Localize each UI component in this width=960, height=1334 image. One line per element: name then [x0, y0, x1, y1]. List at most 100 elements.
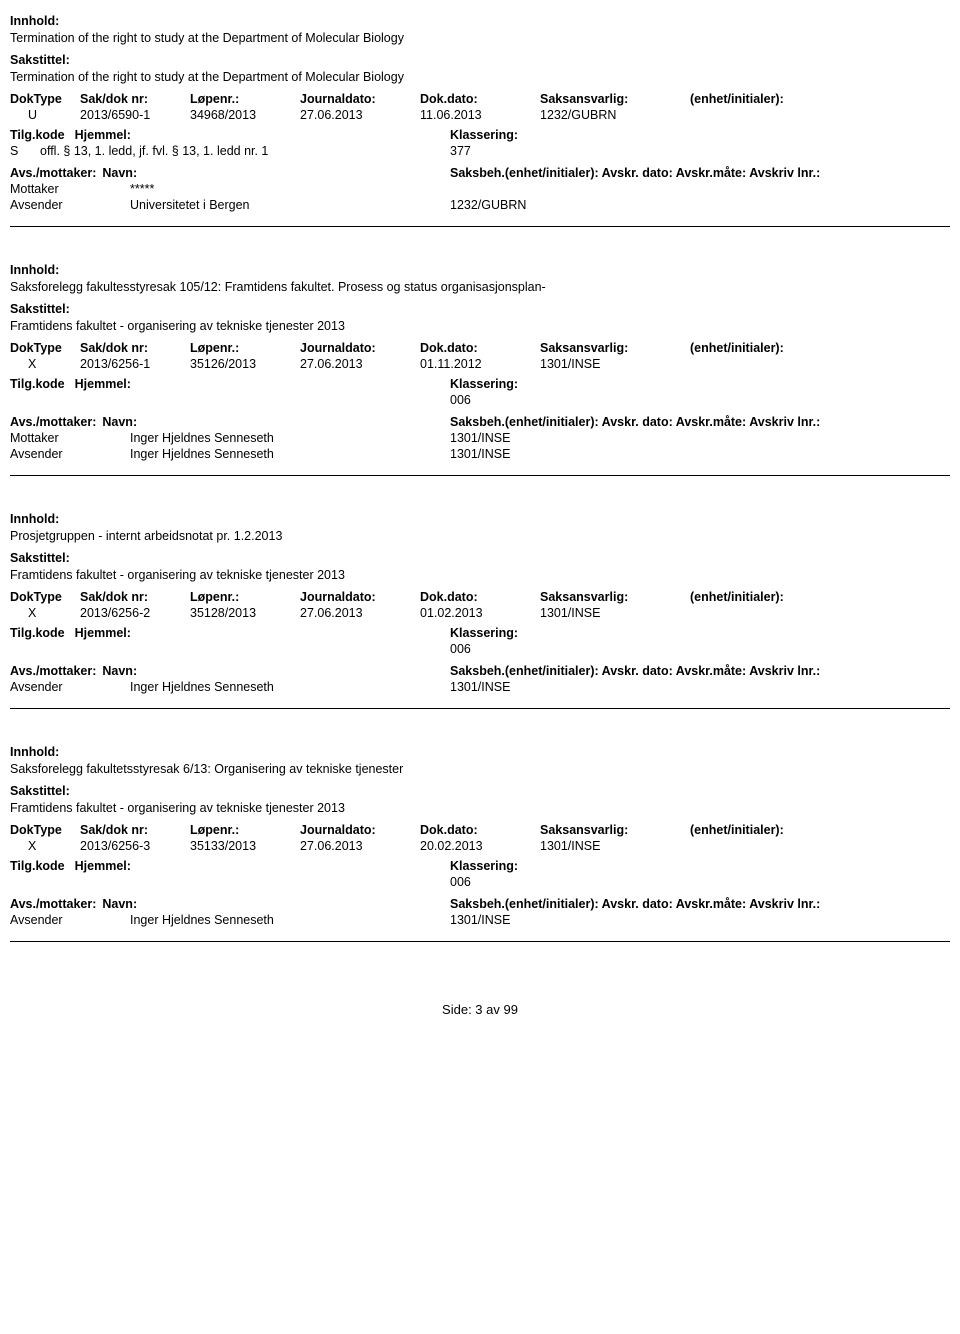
hjemmel-klassering-row: Tilg.kodeHjemmel:Klassering:	[10, 859, 950, 873]
saksbeh-label: Saksbeh.(enhet/initialer):	[450, 664, 602, 678]
val-saksansvarlig: 1301/INSE	[540, 839, 690, 853]
party-role: Avsender	[10, 447, 130, 461]
party-name: Inger Hjeldnes Senneseth	[130, 680, 450, 694]
val-klassering: 377	[450, 144, 471, 158]
klassering-label: Klassering:	[450, 128, 518, 142]
val-lopenr: 35133/2013	[190, 839, 300, 853]
col-lopenr: Løpenr.:	[190, 590, 300, 604]
record-gap	[10, 694, 950, 708]
hjemmel-values-left: Soffl. § 13, 1. ledd, jf. fvl. § 13, 1. …	[10, 144, 450, 158]
klassering-right: Klassering:	[450, 626, 950, 640]
hjemmel-label: Hjemmel:	[75, 377, 131, 391]
party-row: Mottaker*****	[10, 182, 950, 196]
val-dokdato: 20.02.2013	[420, 839, 540, 853]
hjemmel-klassering-values: 006	[10, 642, 950, 656]
hjemmel-klassering-values: 006	[10, 875, 950, 889]
avskrdato-label: Avskr. dato:	[602, 664, 676, 678]
val-saknr: 2013/6256-2	[80, 606, 190, 620]
klassering-label: Klassering:	[450, 626, 518, 640]
val-journaldato: 27.06.2013	[300, 606, 420, 620]
navn-label: Navn:	[102, 897, 137, 911]
journal-record: Innhold:Saksforelegg fakultetsstyresak 6…	[10, 745, 950, 942]
columns-data: X2013/6256-135126/201327.06.201301.11.20…	[10, 357, 950, 371]
klassering-val-right: 377	[450, 144, 950, 158]
avs-mottaker-header: Avs./mottaker:Navn:Saksbeh.(enhet/initia…	[10, 664, 950, 678]
col-saksansvarlig: Saksansvarlig:	[540, 823, 690, 837]
col-dokdato: Dok.dato:	[420, 590, 540, 604]
avskrdato-label: Avskr. dato:	[602, 897, 676, 911]
journal-record: Innhold:Saksforelegg fakultesstyresak 10…	[10, 263, 950, 502]
party-role: Mottaker	[10, 431, 130, 445]
hjemmel-klassering-values: Soffl. § 13, 1. ledd, jf. fvl. § 13, 1. …	[10, 144, 950, 158]
sakstittel-label: Sakstittel:	[10, 784, 950, 798]
col-enhet: (enhet/initialer):	[690, 590, 950, 604]
avskrdato-label: Avskr. dato:	[602, 166, 676, 180]
val-doktype: X	[10, 606, 80, 620]
sakstittel-text: Framtidens fakultet - organisering av te…	[10, 319, 950, 333]
avs-mottaker-right: Saksbeh.(enhet/initialer): Avskr. dato: …	[450, 897, 950, 911]
tilgkode-label: Tilg.kode	[10, 859, 65, 873]
col-journaldato: Journaldato:	[300, 92, 420, 106]
val-hjemmel: offl. § 13, 1. ledd, jf. fvl. § 13, 1. l…	[40, 144, 268, 158]
col-lopenr: Løpenr.:	[190, 92, 300, 106]
innhold-text: Termination of the right to study at the…	[10, 31, 950, 45]
party-code: 1232/GUBRN	[450, 198, 950, 212]
hjemmel-klassering-row: Tilg.kodeHjemmel:Klassering:	[10, 626, 950, 640]
innhold-label: Innhold:	[10, 512, 950, 526]
party-code: 1301/INSE	[450, 447, 950, 461]
val-lopenr: 34968/2013	[190, 108, 300, 122]
record-divider	[10, 941, 950, 942]
party-row: AvsenderUniversitetet i Bergen1232/GUBRN	[10, 198, 950, 212]
tilgkode-label: Tilg.kode	[10, 377, 65, 391]
avskriv-label: Avskriv lnr.:	[749, 897, 820, 911]
party-row: AvsenderInger Hjeldnes Senneseth1301/INS…	[10, 447, 950, 461]
val-doktype: U	[10, 108, 80, 122]
hjemmel-label: Hjemmel:	[75, 128, 131, 142]
columns-data: X2013/6256-335133/201327.06.201320.02.20…	[10, 839, 950, 853]
val-dokdato: 11.06.2013	[420, 108, 540, 122]
hjemmel-left: Tilg.kode Hjemmel:	[10, 377, 450, 391]
avsmottaker-label: Avs./mottaker:	[10, 166, 96, 180]
hjemmel-left: Tilg.kodeHjemmel:	[10, 128, 450, 142]
navn-label: Navn:	[102, 166, 137, 180]
hjemmel-klassering-values: 006	[10, 393, 950, 407]
klassering-right: Klassering:	[450, 128, 950, 142]
val-saknr: 2013/6590-1	[80, 108, 190, 122]
journal-record: Innhold: Termination of the right to stud…	[10, 14, 950, 253]
columns-header: DokTypeSak/dok nr:Løpenr.:Journaldato:Do…	[10, 590, 950, 604]
tilgkode-label: Tilg.kode	[10, 626, 65, 640]
saksbeh-label: Saksbeh.(enhet/initialer):	[450, 415, 602, 429]
avskrmate-label: Avskr.måte:	[676, 664, 749, 678]
val-klassering: 006	[450, 875, 471, 889]
party-role: Avsender	[10, 913, 130, 927]
val-saknr: 2013/6256-1	[80, 357, 190, 371]
party-code: 1301/INSE	[450, 680, 950, 694]
columns-header: DokTypeSak/dok nr:Løpenr.:Journaldato:Do…	[10, 823, 950, 837]
val-saksansvarlig: 1232/GUBRN	[540, 108, 690, 122]
col-enhet: (enhet/initialer):	[690, 92, 950, 106]
val-saksansvarlig: 1301/INSE	[540, 606, 690, 620]
innhold-label: Innhold:	[10, 14, 950, 28]
avs-mottaker-header: Avs./mottaker:Navn:Saksbeh.(enhet/initia…	[10, 166, 950, 180]
klassering-label: Klassering:	[450, 377, 518, 391]
avs-mottaker-left: Avs./mottaker:Navn:	[10, 664, 450, 678]
klassering-right: Klassering:	[450, 377, 950, 391]
sakstittel-text: Framtidens fakultet - organisering av te…	[10, 568, 950, 582]
hjemmel-klassering-row: Tilg.kode Hjemmel: Klassering:	[10, 377, 950, 391]
party-row: AvsenderInger Hjeldnes Senneseth1301/INS…	[10, 913, 950, 927]
val-doktype: X	[10, 839, 80, 853]
avsmottaker-label: Avs./mottaker:	[10, 664, 96, 678]
col-dokdato: Dok.dato:	[420, 341, 540, 355]
col-enhet: (enhet/initialer):	[690, 341, 950, 355]
party-row: AvsenderInger Hjeldnes Senneseth1301/INS…	[10, 680, 950, 694]
innhold-label: Innhold:	[10, 263, 950, 277]
avs-mottaker-left: Avs./mottaker:Navn:	[10, 897, 450, 911]
val-dokdato: 01.11.2012	[420, 357, 540, 371]
klassering-val-right: 006	[450, 642, 950, 656]
col-lopenr: Løpenr.:	[190, 341, 300, 355]
col-saksansvarlig: Saksansvarlig:	[540, 341, 690, 355]
party-name: Inger Hjeldnes Senneseth	[130, 447, 450, 461]
col-lopenr: Løpenr.:	[190, 823, 300, 837]
party-name: *****	[130, 182, 450, 196]
col-saknr: Sak/dok nr:	[80, 341, 190, 355]
